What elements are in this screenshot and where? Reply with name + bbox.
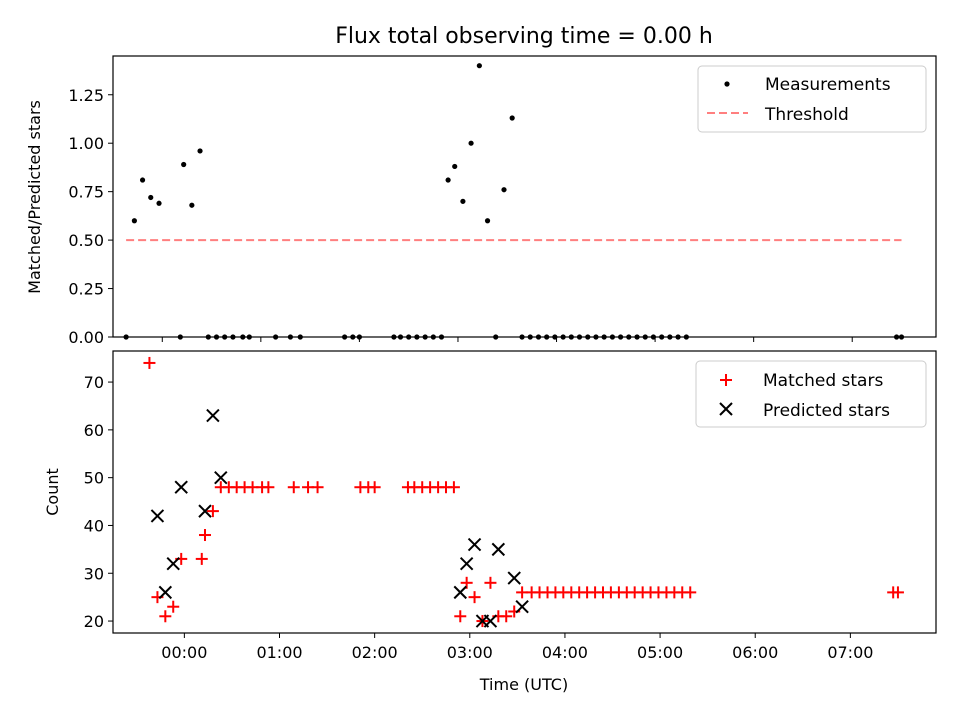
matched-star-point — [287, 481, 300, 494]
predicted-star-point — [206, 408, 220, 423]
predicted-star-point — [467, 537, 482, 552]
matched-star-point — [206, 505, 219, 518]
predicted-star-point — [174, 480, 188, 494]
legend-matched-label: Matched stars — [763, 371, 883, 391]
matched-star-point — [454, 610, 467, 623]
measurement-point — [197, 148, 203, 154]
bottom-ylabel: Count — [43, 468, 62, 516]
matched-star-point — [143, 356, 156, 369]
legend-measurements-marker — [724, 81, 730, 87]
bottom-ytick-label: 40 — [84, 516, 104, 535]
top-panel: 0.00 0.25 0.50 0.75 1.00 1.25 Matched/Predict… — [25, 55, 937, 347]
bottom-ytick-label: 20 — [84, 612, 104, 631]
measurement-point — [148, 194, 154, 201]
bottom-xtick-label: 05:00 — [637, 643, 683, 662]
bottom-legend-box — [695, 360, 927, 428]
predicted-star-point — [483, 614, 498, 628]
matched-star-point — [159, 610, 172, 623]
bottom-xtick-label: 07:00 — [827, 643, 873, 662]
matched-star-point — [199, 529, 212, 542]
bottom-xtick-label: 00:00 — [161, 643, 207, 662]
measurement-point — [139, 177, 146, 183]
measurement-point — [181, 161, 187, 168]
legend-predicted-marker — [719, 402, 733, 416]
measurement-point — [509, 115, 515, 121]
top-legend: Measurements Threshold — [697, 65, 927, 133]
measurement-point — [445, 177, 451, 183]
bottom-ytick-label: 60 — [84, 421, 104, 440]
top-legend-box — [697, 65, 927, 133]
measurement-point — [131, 218, 137, 224]
top-ytick-label: 1.25 — [68, 86, 104, 105]
predicted-star-point — [166, 556, 180, 571]
matched-star-point — [167, 600, 180, 613]
predicted-star-point — [158, 585, 173, 600]
legend-predicted-label: Predicted stars — [763, 401, 890, 421]
matched-star-point — [195, 552, 208, 565]
measurement-point — [452, 163, 458, 170]
bottom-ytick-label: 50 — [84, 469, 104, 488]
legend-threshold-label: Threshold — [764, 105, 849, 125]
predicted-star-point — [453, 585, 467, 600]
bottom-ytick-label: 30 — [84, 564, 104, 583]
measurement-point — [476, 63, 482, 69]
predicted-star-point — [150, 509, 165, 523]
bottom-legend: Matched stars Predicted stars — [695, 360, 927, 428]
measurement-point — [501, 187, 507, 193]
measurement-point — [468, 140, 474, 146]
measurement-point — [484, 218, 491, 224]
predicted-star-point — [491, 542, 506, 557]
predicted-star-point — [214, 470, 228, 485]
matched-star-point — [311, 481, 324, 494]
top-ytick-label: 0.00 — [68, 328, 104, 347]
predicted-star-point — [507, 571, 521, 585]
bottom-panel: 20 30 40 50 60 70 00:00 01:00 02:00 03:00 04:00 05:… — [43, 350, 937, 694]
top-ylabel: Matched/Predicted stars — [25, 100, 44, 294]
bottom-xtick-label: 01:00 — [256, 643, 302, 662]
top-ytick-label: 0.50 — [68, 231, 104, 250]
predicted-star-point — [459, 556, 474, 571]
matched-star-point — [447, 481, 460, 494]
bottom-xtick-label: 04:00 — [542, 643, 588, 662]
predicted-star-point — [198, 504, 212, 518]
legend-matched-marker — [720, 374, 732, 386]
predicted-star-point — [515, 600, 529, 614]
bottom-plot-frame — [112, 350, 937, 634]
matched-star-point — [262, 481, 275, 494]
measurement-point — [156, 200, 162, 206]
measurement-point — [460, 198, 466, 204]
bottom-xtick-label: 06:00 — [732, 643, 778, 662]
bottom-xtick-label: 02:00 — [352, 643, 398, 662]
matched-star-point — [484, 576, 497, 589]
top-ytick-label: 0.75 — [68, 183, 104, 202]
matched-star-point — [500, 610, 513, 623]
matched-star-point — [684, 586, 697, 599]
legend-measurements-label: Measurements — [765, 75, 891, 95]
matched-star-point — [468, 591, 481, 604]
bottom-ytick-label: 70 — [84, 373, 104, 392]
top-ytick-label: 0.25 — [68, 280, 104, 299]
measurement-point — [189, 202, 195, 208]
top-ytick-label: 1.00 — [68, 134, 104, 153]
bottom-xlabel: Time (UTC) — [479, 675, 568, 694]
bottom-xtick-label: 03:00 — [447, 643, 493, 662]
matched-star-point — [368, 481, 381, 494]
top-plot-frame — [112, 55, 937, 338]
chart-title: Flux total observing time = 0.00 h — [335, 24, 713, 49]
matched-star-point — [891, 586, 904, 599]
